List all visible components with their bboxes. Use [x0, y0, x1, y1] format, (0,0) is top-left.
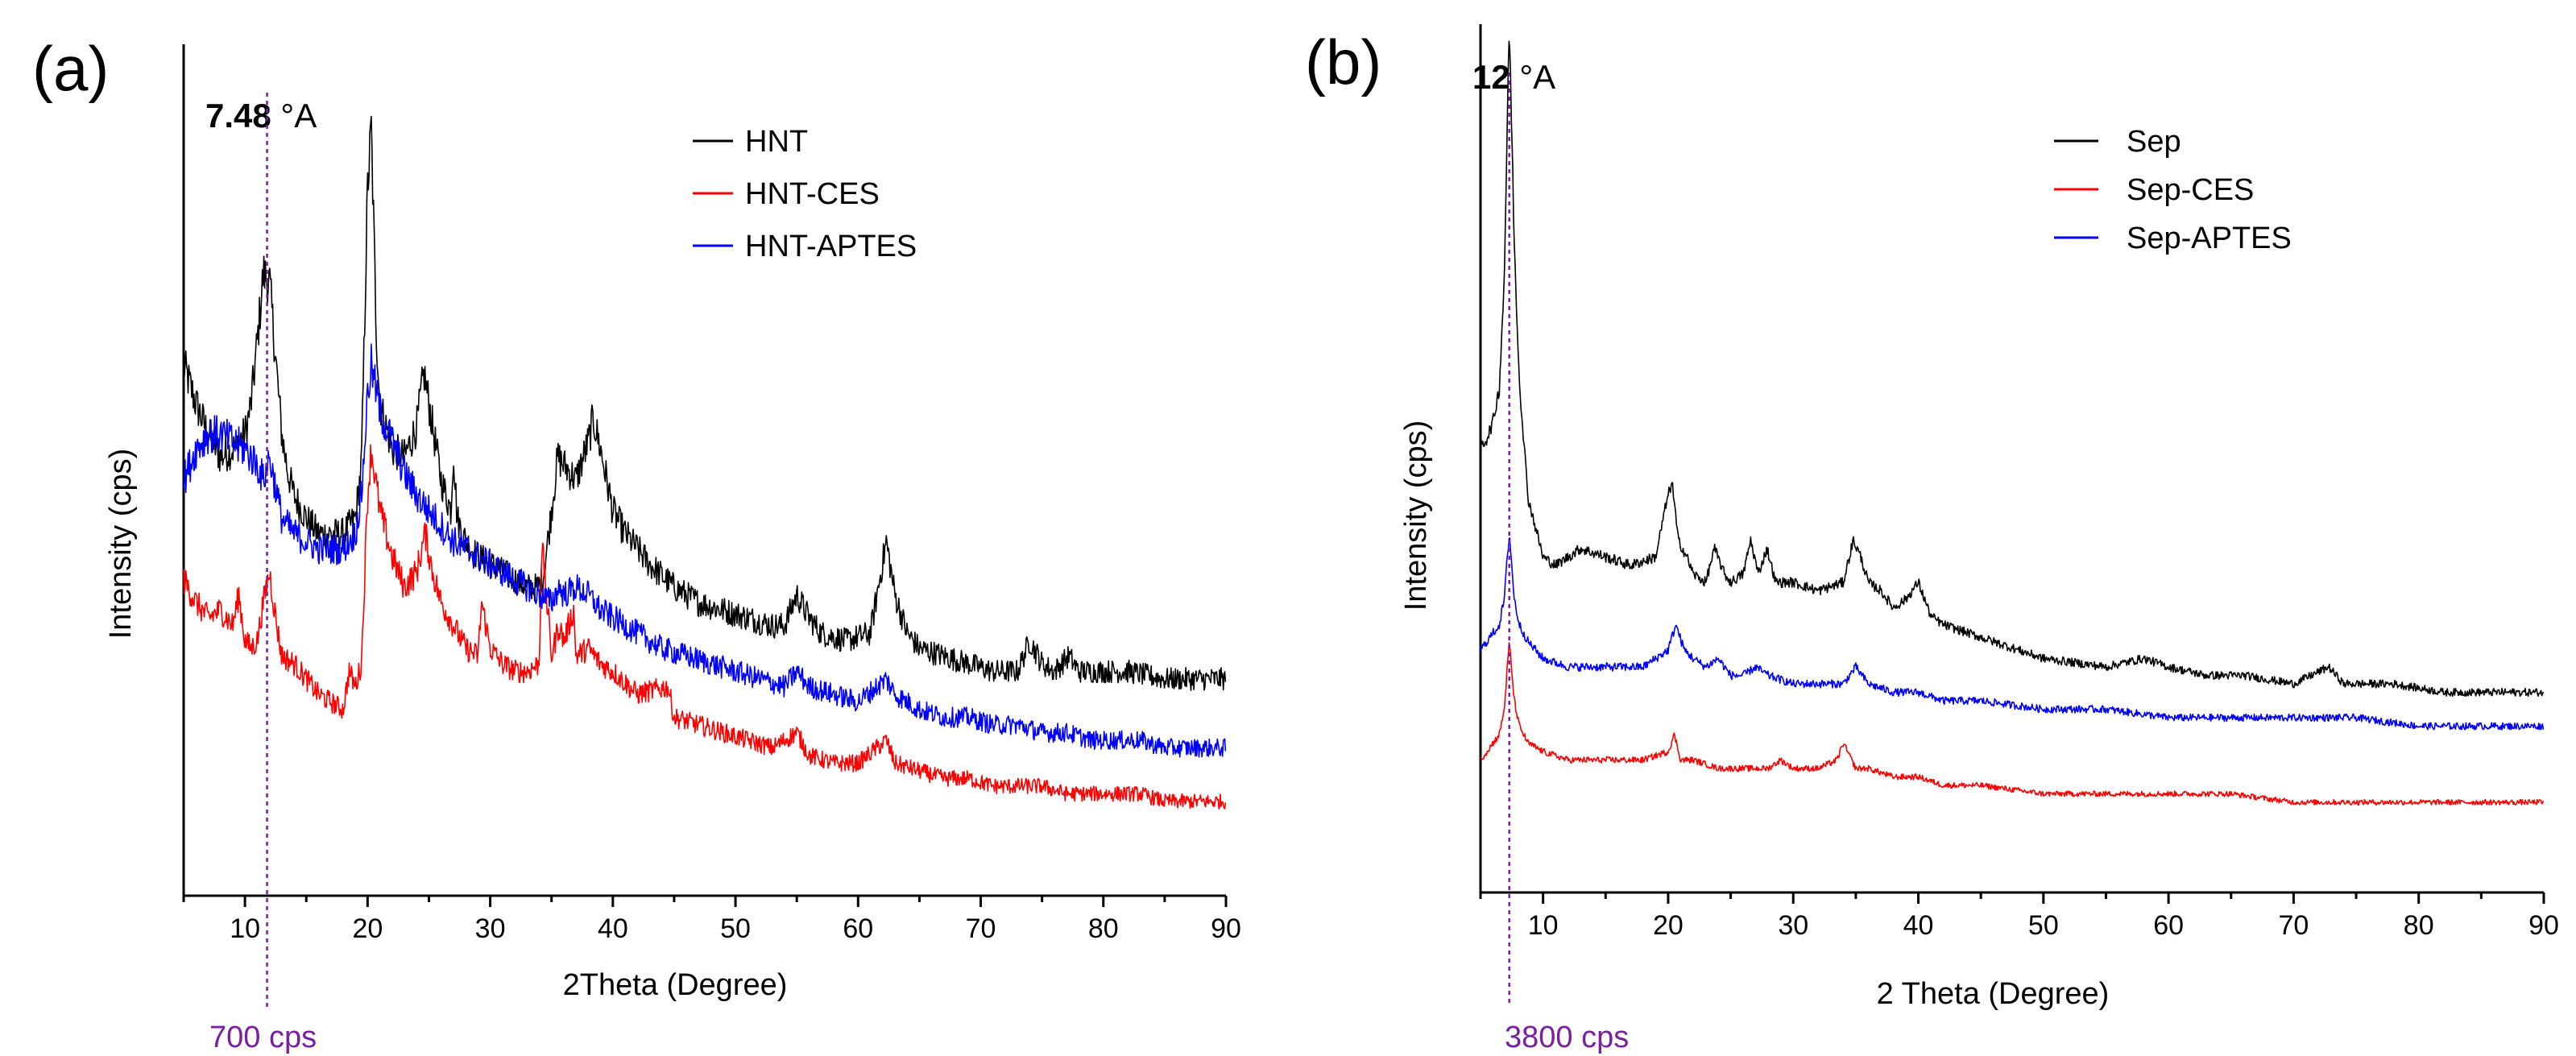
- panel-a-legend-hnt: HNT: [745, 125, 808, 159]
- panel-b-x-tick-label: 20: [1653, 910, 1684, 941]
- panel-a-x-axis-label: 2Theta (Degree): [563, 968, 788, 1002]
- panel-a-x-tick-label: 20: [352, 913, 383, 944]
- panel-a-legend-hnt-ces: HNT-CES: [745, 177, 880, 211]
- panel-b-y-axis-label: Intensity (cps): [1399, 420, 1433, 611]
- panel-a-legend: HNT HNT-CES HNT-APTES: [693, 125, 917, 263]
- panel-a-x-tick-label: 50: [720, 913, 751, 944]
- panel-a-series-hnt-ces: [183, 444, 1227, 810]
- panel-b-series-sep: [1480, 40, 2545, 698]
- panel-a-x-tick-label: 80: [1088, 913, 1119, 944]
- panel-b-legend-sep: Sep: [2127, 125, 2181, 159]
- panel-a-label: (a): [32, 33, 109, 104]
- panel-a-marker-label: 700 cps: [209, 1021, 317, 1054]
- panel-a-spacing-annotation: 7.48 °A: [205, 97, 317, 135]
- panel-b: (b) 12 °A 10 20 30 40 50 60 70 80 90 3800 cps 2 …: [1305, 24, 2559, 1054]
- panel-b-series-sep-ces: [1480, 642, 2545, 806]
- panel-b-legend-sep-aptes: Sep-APTES: [2127, 222, 2292, 255]
- panel-b-x-tick-label: 10: [1528, 910, 1559, 941]
- panel-b-x-axis-label: 2 Theta (Degree): [1877, 977, 2110, 1011]
- panel-a-y-axis-label: Intensity (cps): [104, 449, 138, 640]
- panel-b-x-tick-label: 80: [2404, 910, 2434, 941]
- panel-b-plot-area: 10 20 30 40 50 60 70 80 90: [1479, 24, 2559, 1005]
- panel-b-x-tick-label: 70: [2278, 910, 2309, 941]
- panel-b-x-tick-label: 30: [1778, 910, 1808, 941]
- panel-a-x-tick-label: 30: [475, 913, 506, 944]
- panel-b-x-tick-label: 50: [2028, 910, 2059, 941]
- panel-b-x-tick-label: 90: [2528, 910, 2559, 941]
- panel-b-spacing-unit: °A: [1510, 58, 1555, 96]
- panel-a-spacing-value: 7.48: [205, 97, 271, 135]
- panel-b-label: (b): [1305, 27, 1381, 97]
- panel-b-spacing-annotation: 12 °A: [1472, 58, 1555, 96]
- panel-a-plot-area: 10 20 30 40 50 60 70 80 90: [182, 44, 1241, 1008]
- panel-a: (a) 7.48 °A 10 20 30 40 50 60 70 80 90 700 cps 2…: [32, 33, 1241, 1054]
- panel-b-x-tick-label: 40: [1903, 910, 1934, 941]
- panel-b-spacing-value: 12: [1472, 58, 1510, 96]
- panel-a-spacing-unit: °A: [271, 97, 317, 135]
- panel-a-x-tick-label: 10: [230, 913, 260, 944]
- panel-b-series-sep-aptes: [1480, 537, 2545, 731]
- panel-a-series-hnt-aptes: [183, 343, 1227, 758]
- panel-b-legend-sep-ces: Sep-CES: [2127, 173, 2254, 207]
- panel-a-legend-hnt-aptes: HNT-APTES: [745, 230, 917, 263]
- panel-b-x-tick-label: 60: [2153, 910, 2184, 941]
- panel-a-x-tick-label: 60: [843, 913, 873, 944]
- panel-a-x-tick-label: 40: [598, 913, 628, 944]
- panel-b-legend: Sep Sep-CES Sep-APTES: [2054, 125, 2292, 255]
- panel-b-marker-label: 3800 cps: [1505, 1021, 1629, 1054]
- panel-a-x-tick-label: 70: [966, 913, 996, 944]
- panel-a-series-hnt: [183, 115, 1227, 692]
- panel-a-x-tick-label: 90: [1211, 913, 1241, 944]
